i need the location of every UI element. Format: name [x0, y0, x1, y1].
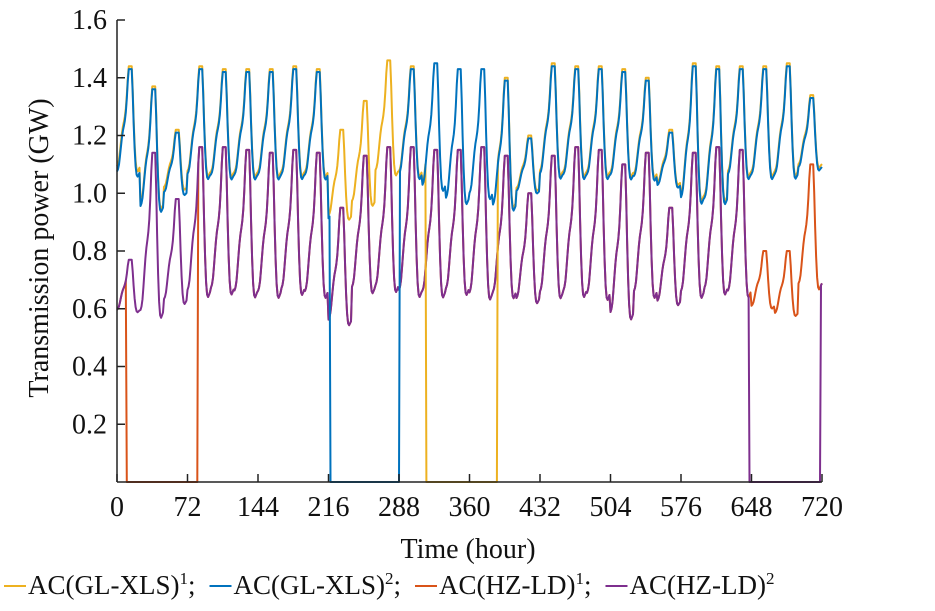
- plot-lines: [116, 59, 823, 483]
- y-axis-title: Transmission power (GW): [24, 98, 55, 397]
- series-line-ac-gl-xls--2: [116, 62, 823, 483]
- y-tick-label: 0.8: [72, 236, 107, 267]
- y-tick-label: 0.4: [72, 352, 107, 383]
- ticks: 0 72 144 216 288 360 432 504 576 648 720 0.2 0.4 0.6 0…: [72, 5, 843, 523]
- y-tick-label: 0.6: [72, 294, 107, 325]
- y-tick-label: 1.0: [72, 178, 107, 209]
- x-tick-label: 360: [449, 492, 491, 523]
- y-tick-label: 1.6: [72, 5, 107, 36]
- x-tick-label: 432: [519, 492, 561, 523]
- x-tick-label: 648: [731, 492, 773, 523]
- x-tick-label: 720: [801, 492, 843, 523]
- legend-label: AC(GL-XLS)2;: [234, 569, 402, 600]
- x-tick-label: 0: [110, 492, 124, 523]
- x-axis-title: Time (hour): [400, 534, 535, 565]
- axes: [116, 20, 822, 483]
- x-tick-label: 288: [378, 492, 420, 523]
- series-line-ac-hz-ld--2: [116, 146, 823, 483]
- legend-label: AC(GL-XLS)1;: [28, 569, 196, 600]
- y-tick-label: 0.2: [72, 409, 107, 440]
- legend-label: AC(HZ-LD)2: [629, 569, 774, 600]
- x-tick-label: 216: [308, 492, 350, 523]
- legend-label: AC(HZ-LD)1;: [439, 569, 591, 600]
- y-tick-label: 1.2: [72, 121, 107, 152]
- x-tick-label: 144: [237, 492, 279, 523]
- series-line-ac-gl-xls--1: [116, 59, 823, 483]
- legend: AC(GL-XLS)1; AC(GL-XLS)2; AC(HZ-LD)1; AC(HZ…: [4, 569, 774, 600]
- x-tick-label: 576: [660, 492, 702, 523]
- y-tick-label: 1.4: [72, 63, 107, 94]
- x-tick-label: 72: [174, 492, 202, 523]
- x-tick-label: 504: [590, 492, 632, 523]
